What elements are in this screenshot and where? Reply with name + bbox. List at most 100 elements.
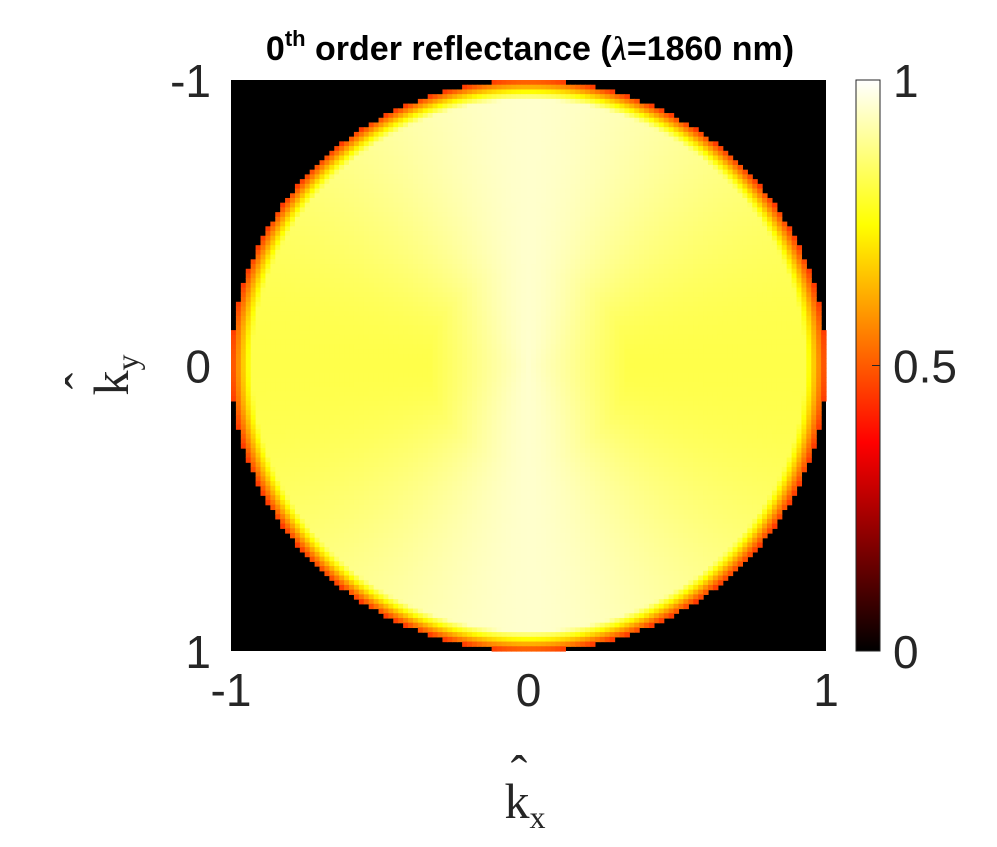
heatmap-cell (334, 226, 340, 232)
heatmap-cell (476, 259, 483, 265)
heatmap-cell (452, 212, 458, 218)
heatmap-cell (806, 268, 812, 275)
heatmap-cell (275, 273, 281, 279)
heatmap-cell (594, 287, 601, 293)
heatmap-cell (648, 202, 655, 209)
heatmap-cell (565, 259, 571, 265)
heatmap-cell (634, 249, 640, 256)
heatmap-cell (324, 160, 330, 166)
heatmap-cell (614, 122, 621, 128)
heatmap-cell (491, 212, 498, 218)
heatmap-cell (506, 84, 512, 91)
heatmap-cell (270, 245, 276, 251)
heatmap-cell (550, 301, 557, 308)
heatmap-cell (570, 311, 576, 317)
heatmap-cell (678, 221, 684, 227)
heatmap-cell (417, 259, 424, 265)
heatmap-cell (270, 278, 276, 284)
heatmap-cell (580, 155, 586, 161)
heatmap-cell (712, 320, 719, 326)
heatmap-cell (501, 325, 507, 331)
heatmap-cell (412, 103, 419, 109)
heatmap-cell (629, 221, 635, 227)
heatmap-cell (486, 292, 493, 298)
heatmap-cell (752, 282, 758, 289)
heatmap-cell (624, 226, 630, 232)
heatmap-cell (722, 330, 729, 336)
heatmap-cell (314, 268, 321, 275)
heatmap-cell (599, 183, 606, 190)
heatmap-cell (491, 268, 498, 275)
heatmap-cell (565, 160, 571, 166)
heatmap-cell (339, 221, 345, 227)
heatmap-cell (501, 287, 507, 293)
heatmap-cell (658, 216, 665, 223)
heatmap-cell (732, 301, 739, 308)
heatmap-cell (304, 193, 311, 199)
heatmap-cell (545, 226, 552, 232)
heatmap-cell (703, 221, 709, 227)
heatmap-cell (294, 311, 301, 317)
heatmap-cell (447, 306, 453, 312)
heatmap-cell (535, 306, 542, 312)
heatmap-cell (604, 306, 611, 312)
heatmap-cell (329, 150, 335, 157)
heatmap-cell (521, 146, 527, 152)
heatmap-cell (604, 98, 611, 105)
heatmap-cell (619, 306, 625, 312)
heatmap-cell (353, 315, 360, 322)
heatmap-cell (471, 216, 478, 223)
heatmap-cell (732, 325, 739, 331)
heatmap-cell (334, 254, 340, 260)
heatmap-cell (668, 155, 675, 161)
heatmap-cell (496, 287, 503, 293)
heatmap-cell (653, 169, 660, 175)
heatmap-cell (575, 113, 581, 119)
heatmap-cell (648, 164, 655, 171)
heatmap-cell (619, 131, 625, 138)
heatmap-cell (358, 141, 365, 147)
heatmap-cell (644, 249, 650, 256)
heatmap-cell (560, 89, 566, 95)
heatmap-cell (437, 108, 444, 114)
heatmap-cell (565, 320, 571, 326)
heatmap-cell (417, 301, 424, 308)
heatmap-cell (417, 103, 424, 109)
heatmap-cell (452, 164, 458, 171)
heatmap-cell (334, 150, 340, 157)
heatmap-cell (781, 264, 788, 270)
heatmap-cell (526, 235, 532, 242)
heatmap-cell (511, 301, 517, 308)
heatmap-cell (412, 212, 419, 218)
heatmap-cell (766, 226, 773, 232)
heatmap-cell (417, 193, 424, 199)
heatmap-cell (506, 207, 512, 213)
heatmap-cell (398, 202, 404, 209)
heatmap-cell (447, 254, 453, 260)
heatmap-cell (437, 235, 444, 242)
heatmap-cell (639, 221, 645, 227)
heatmap-cell (530, 136, 537, 142)
heatmap-cell (280, 297, 286, 303)
heatmap-cell (250, 311, 257, 317)
heatmap-cell (383, 235, 389, 242)
heatmap-cell (732, 254, 739, 260)
heatmap-cell (707, 259, 714, 265)
heatmap-cell (580, 254, 586, 260)
heatmap-cell (565, 197, 571, 204)
heatmap-cell (378, 259, 385, 265)
heatmap-cell (673, 127, 680, 133)
heatmap-cell (304, 179, 311, 185)
heatmap-cell (555, 311, 562, 317)
heatmap-cell (722, 292, 729, 298)
heatmap-cell (535, 117, 542, 124)
heatmap-cell (580, 292, 586, 298)
heatmap-cell (398, 216, 404, 223)
heatmap-cell (309, 216, 316, 223)
heatmap-cell (457, 325, 463, 331)
heatmap-cell (294, 325, 301, 331)
heatmap-cell (614, 174, 621, 180)
heatmap-cell (260, 320, 267, 326)
heatmap-cell (535, 188, 542, 194)
heatmap-cell (516, 282, 522, 289)
